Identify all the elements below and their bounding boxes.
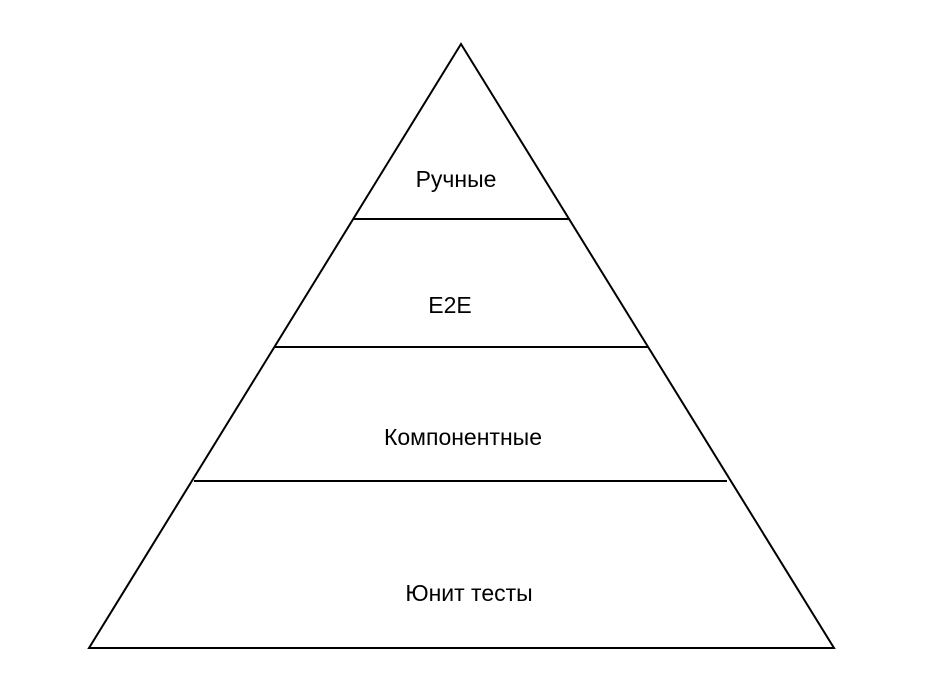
layer-label-manual: Ручные [416, 166, 497, 192]
layer-label-component: Компонентные [384, 424, 542, 450]
layer-label-unit-tests: Юнит тесты [405, 580, 532, 606]
layer-label-e2e: E2E [428, 292, 471, 318]
